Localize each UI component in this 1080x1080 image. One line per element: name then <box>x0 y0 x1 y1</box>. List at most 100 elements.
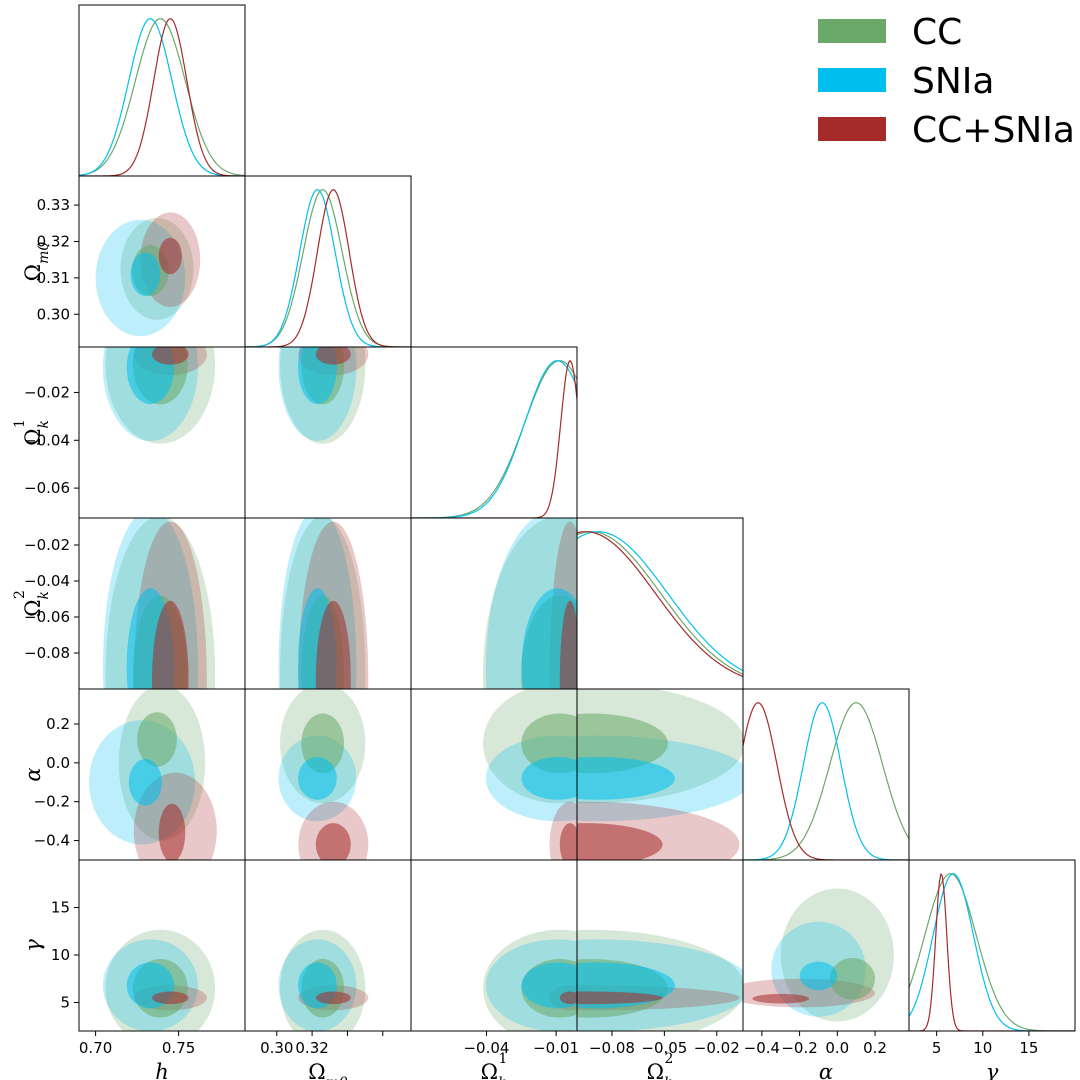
ytick-label-k1-2: −0.06 <box>24 479 70 497</box>
panels-layer <box>79 18 1075 1031</box>
panel-k1-al <box>483 689 577 860</box>
panel-al-ga <box>743 888 894 1022</box>
panel-om-ga <box>278 929 369 1031</box>
contour-1s-k2-ga-2 <box>577 991 663 1005</box>
ylabel-k1: Ωk1 <box>12 419 52 446</box>
xlabel-k2: Ωk2 <box>647 1051 674 1080</box>
legend-label-cc: CC <box>912 12 962 53</box>
panel-om-k1 <box>278 347 369 444</box>
ytick-label-al-1: 0.0 <box>46 754 70 772</box>
legend-label-snia: SNIa <box>912 61 994 102</box>
panel-frame-ga-ga <box>908 859 1076 1032</box>
marginal-h-2 <box>79 18 245 176</box>
ylabel-om: Ωm0 <box>21 242 52 282</box>
ytick-label-al-2: −0.2 <box>34 793 70 811</box>
panel-frame-h-h <box>78 4 246 177</box>
marginal-k2-2 <box>577 531 743 678</box>
contour-1s-al-ga-1 <box>799 961 838 991</box>
contour-1s-h-ga-2 <box>152 991 189 1005</box>
contour-1s-k2-al-1 <box>577 757 675 800</box>
contour-1s-k1-al-1 <box>521 757 577 800</box>
marginal-ga-1 <box>909 873 1075 1031</box>
contour-1s-k1-al-2 <box>559 823 577 860</box>
panel-al-al <box>743 702 909 860</box>
contour-1s-om-ga-2 <box>315 991 351 1005</box>
contour-1s-h-al-0 <box>137 712 177 767</box>
panel-k1-k2 <box>483 518 577 689</box>
ylabel-al: α <box>21 767 45 781</box>
ytick-label-om-3: 0.33 <box>37 196 70 214</box>
contour-1s-h-al-2 <box>158 803 186 860</box>
axes-layer: 0.30 0.31 0.32 0.33 −0.02 −0.04 −0.06 −0.02 −0.0… <box>12 4 1076 1080</box>
xlabel-om: Ωm0 <box>308 1060 348 1080</box>
xtick-label-ga-2: 15 <box>1019 1039 1038 1057</box>
legend-swatch-snia <box>818 68 886 92</box>
xlabel-ga: γ <box>986 1060 999 1080</box>
panel-k2-al <box>577 689 743 860</box>
contour-1s-h-om-1 <box>130 252 161 296</box>
xtick-label-h-0: 0.70 <box>79 1039 112 1057</box>
xtick-label-ga-0: 5 <box>932 1039 942 1057</box>
ytick-label-ga-0: 5 <box>60 994 70 1012</box>
xtick-label-k1-0: −0.04 <box>463 1039 509 1057</box>
marginal-k2-0 <box>577 531 743 675</box>
marginal-k2-1 <box>577 531 743 672</box>
xlabel-h: h <box>155 1060 169 1080</box>
xtick-label-k2-2: −0.02 <box>694 1039 740 1057</box>
marginal-ga-2 <box>909 872 1075 1031</box>
xtick-label-ga-1: 10 <box>973 1039 992 1057</box>
marginal-al-0 <box>743 702 909 860</box>
xtick-label-om-0: 0.30 <box>260 1039 293 1057</box>
contour-1s-al-ga-0 <box>829 957 876 1000</box>
contour-1s-k1-k2-2 <box>559 600 577 689</box>
xtick-label-al-3: 0.2 <box>863 1039 887 1057</box>
marginal-h-0 <box>79 18 245 176</box>
marginal-h-1 <box>79 18 245 176</box>
xtick-label-al-0: −0.4 <box>744 1039 780 1057</box>
ytick-label-k2-3: −0.08 <box>24 644 70 662</box>
xlabel-al: α <box>819 1060 833 1080</box>
panel-h-om <box>95 212 201 337</box>
contour-1s-h-k1-2 <box>152 347 189 365</box>
contour-1s-h-k2-2 <box>152 600 189 689</box>
marginal-ga-0 <box>909 873 1075 1031</box>
legend-swatch-cc <box>818 19 886 43</box>
panel-h-k2 <box>102 518 216 689</box>
contour-1s-k2-al-2 <box>577 823 663 860</box>
contour-1s-h-k1-1 <box>126 347 175 405</box>
xtick-label-k1-1: −0.01 <box>533 1039 579 1057</box>
xtick-label-k2-0: −0.08 <box>589 1039 635 1057</box>
panel-h-k1 <box>102 347 216 444</box>
ylabel-k2: Ωk2 <box>12 590 52 617</box>
panel-h-ga <box>102 929 216 1031</box>
contour-1s-om-al-2 <box>315 823 351 860</box>
ytick-label-ga-2: 15 <box>51 899 70 917</box>
contour-1s-h-om-2 <box>158 237 182 275</box>
panel-frame-om-om <box>244 175 412 348</box>
panel-om-k2 <box>278 518 369 689</box>
xtick-label-k2-1: −0.05 <box>641 1039 687 1057</box>
panel-om-al <box>278 689 369 860</box>
ytick-label-k2-0: −0.02 <box>24 536 70 554</box>
xtick-label-om-1: 0.32 <box>295 1039 328 1057</box>
panel-h-h <box>79 18 245 176</box>
panel-k1-ga <box>483 929 577 1031</box>
panel-k2-k2 <box>577 531 743 678</box>
panel-k1-k1 <box>411 359 577 518</box>
ytick-label-om-2: 0.32 <box>37 232 70 250</box>
legend: CC SNIa CC+SNIa <box>818 12 1075 151</box>
ytick-label-k1-1: −0.04 <box>24 431 70 449</box>
contour-1s-h-al-1 <box>128 759 162 806</box>
panel-ga-ga <box>909 872 1075 1031</box>
ytick-label-om-1: 0.31 <box>37 269 70 287</box>
ylabel-ga: γ <box>21 939 45 952</box>
ytick-label-k2-2: −0.06 <box>24 608 70 626</box>
contour-1s-k1-ga-2 <box>559 991 577 1005</box>
ytick-label-k2-1: −0.04 <box>24 572 70 590</box>
marginal-al-2 <box>743 702 909 860</box>
contour-1s-om-k2-2 <box>315 600 351 689</box>
marginal-om-1 <box>245 189 411 347</box>
ytick-label-k1-0: −0.02 <box>24 383 70 401</box>
xtick-label-al-2: 0.0 <box>825 1039 849 1057</box>
